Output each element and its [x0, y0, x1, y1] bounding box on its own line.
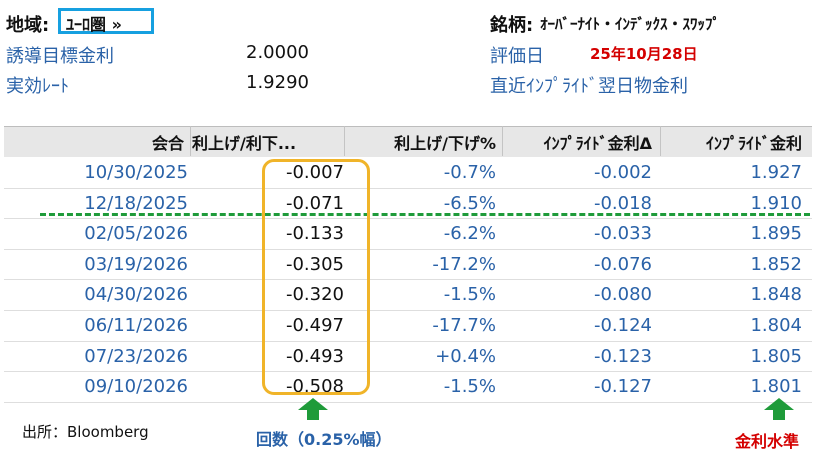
- column-divider[interactable]: [190, 126, 191, 156]
- cell-implied-rate: 1.805: [750, 345, 802, 367]
- row-divider: [4, 218, 812, 220]
- divider-dashed-line: [40, 213, 810, 216]
- cell-hikes: -0.497: [285, 315, 344, 336]
- up-arrow-icon: [764, 398, 794, 420]
- cell-meeting[interactable]: 10/30/2025: [84, 162, 188, 183]
- region-selector-highlight: [58, 8, 154, 34]
- count-caption: 回数（0.25%幅）: [256, 430, 392, 449]
- column-header-implied-rate-delta[interactable]: ｲﾝﾌﾟﾗｲﾄﾞ金利Δ: [543, 134, 652, 153]
- cell-meeting[interactable]: 03/19/2026: [84, 253, 188, 275]
- effective-rate-label: 実効ﾚｰﾄ: [6, 76, 69, 97]
- eval-date-value: 25年10月28日: [590, 45, 698, 63]
- cell-implied-rate-delta: -0.002: [593, 162, 652, 183]
- region-selector[interactable]: ﾕｰﾛ圏 »: [66, 15, 122, 34]
- cell-hikes: -0.133: [285, 223, 344, 245]
- column-header-implied-rate[interactable]: ｲﾝﾌﾟﾗｲﾄﾞ金利: [705, 134, 802, 153]
- column-header-meeting[interactable]: 会合: [151, 134, 184, 153]
- cell-meeting[interactable]: 09/10/2026: [84, 376, 188, 398]
- target-rate-value: 2.0000: [246, 42, 309, 63]
- row-divider: [4, 279, 812, 281]
- column-header-hike-pct[interactable]: 利上げ/下げ%: [394, 134, 496, 153]
- row-divider: [4, 401, 812, 403]
- region-label: 地域:: [6, 15, 50, 36]
- ticker-label: 銘柄:: [490, 15, 534, 36]
- cell-hike-pct: -1.5%: [443, 284, 496, 306]
- cell-hike-pct: -6.5%: [443, 192, 496, 214]
- cell-meeting[interactable]: 12/18/2025: [84, 192, 188, 214]
- column-divider[interactable]: [660, 126, 661, 156]
- cell-implied-rate-delta: -0.127: [593, 376, 652, 398]
- cell-hike-pct: -1.5%: [443, 376, 496, 398]
- cell-implied-rate-delta: -0.033: [593, 223, 652, 245]
- cell-implied-rate: 1.895: [750, 223, 802, 245]
- cell-implied-rate: 1.927: [750, 162, 802, 183]
- cell-hikes: -0.508: [285, 376, 344, 398]
- cell-implied-rate: 1.852: [750, 253, 802, 275]
- effective-rate-value: 1.9290: [246, 72, 309, 93]
- row-divider: [4, 371, 812, 373]
- cell-hikes: -0.320: [285, 284, 344, 306]
- cell-implied-rate-delta: -0.124: [593, 315, 652, 336]
- row-divider: [4, 310, 812, 311]
- row-divider: [4, 248, 812, 250]
- target-rate-label: 誘導目標金利: [6, 46, 114, 67]
- rate-level-caption: 金利水準: [735, 432, 800, 451]
- cell-implied-rate: 1.804: [750, 315, 802, 336]
- cell-hike-pct: -0.7%: [443, 162, 496, 183]
- cell-hike-pct: +0.4%: [435, 345, 496, 367]
- cell-hike-pct: -17.2%: [432, 253, 496, 275]
- cell-implied-rate-delta: -0.080: [593, 284, 652, 306]
- cell-implied-rate: 1.848: [750, 284, 802, 306]
- cell-meeting[interactable]: 07/23/2026: [84, 345, 188, 367]
- column-header-hikes[interactable]: 利上げ/利下...: [192, 134, 297, 153]
- table-header: [4, 126, 812, 157]
- eval-date-label: 評価日: [490, 46, 544, 67]
- hikes-highlight-box: [262, 159, 370, 395]
- column-divider[interactable]: [502, 126, 503, 156]
- cell-meeting[interactable]: 04/30/2026: [84, 284, 188, 306]
- row-divider: [4, 187, 812, 189]
- column-divider[interactable]: [344, 126, 345, 156]
- source-note: 出所：Bloomberg: [22, 423, 149, 441]
- cell-hikes: -0.071: [285, 192, 344, 214]
- cell-implied-rate-delta: -0.076: [593, 253, 652, 275]
- up-arrow-icon: [298, 398, 328, 420]
- cell-hikes: -0.305: [285, 253, 344, 275]
- cell-implied-rate: 1.801: [750, 376, 802, 398]
- cell-hikes: -0.493: [285, 345, 344, 367]
- recent-implied-rate-label: 直近ｲﾝﾌﾟﾗｲﾄﾞ翌日物金利: [490, 76, 688, 97]
- cell-meeting[interactable]: 02/05/2026: [84, 223, 188, 245]
- ticker-value[interactable]: ｵｰﾊﾞｰﾅｲﾄ・ｲﾝﾃﾞｯｸｽ・ｽﾜｯﾌﾟ: [540, 15, 721, 33]
- cell-hike-pct: -6.2%: [443, 223, 496, 245]
- cell-hikes: -0.007: [285, 162, 344, 183]
- row-divider: [4, 340, 812, 342]
- cell-implied-rate-delta: -0.018: [593, 192, 652, 214]
- cell-implied-rate-delta: -0.123: [593, 345, 652, 367]
- cell-implied-rate: 1.910: [750, 192, 802, 214]
- cell-hike-pct: -17.7%: [432, 315, 496, 336]
- cell-meeting[interactable]: 06/11/2026: [84, 315, 188, 336]
